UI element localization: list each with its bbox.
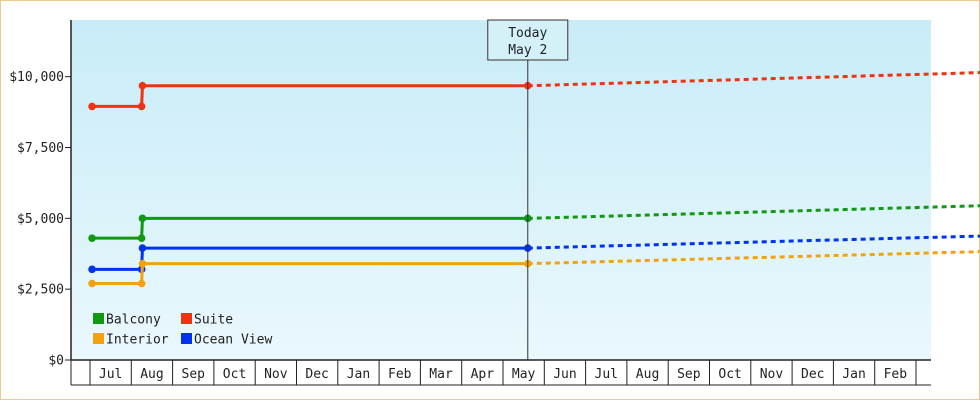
legend-swatch-balcony: [93, 313, 104, 324]
x-tick-label: Aug: [140, 367, 163, 382]
series-line-suite: [92, 84, 528, 108]
x-tick-label: Oct: [223, 367, 246, 382]
x-tick-label: Jan: [347, 367, 370, 382]
series-line-balcony: [92, 216, 528, 240]
x-tick-label: Aug: [636, 367, 659, 382]
data-point-suite: [137, 102, 146, 111]
x-tick-label: Dec: [801, 367, 824, 382]
series-forecast-suite: [527, 71, 980, 88]
legend-label-ocean-view: Ocean View: [194, 333, 272, 348]
x-tick-label: Nov: [264, 367, 288, 382]
x-tick-label: Jan: [842, 367, 865, 382]
x-tick-label: Sep: [677, 367, 701, 382]
y-tick-label: $5,000: [17, 212, 64, 227]
x-tick-label: Feb: [388, 367, 412, 382]
x-tick-label: Jun: [553, 367, 576, 382]
today-date: May 2: [508, 43, 547, 58]
data-point-interior: [138, 259, 147, 268]
legend-swatch-suite: [181, 313, 192, 324]
y-tick-label: $7,500: [17, 141, 64, 156]
today-label: Today: [508, 26, 547, 41]
data-point-interior: [137, 279, 146, 288]
data-point-balcony: [138, 214, 147, 223]
x-tick-label: Jul: [99, 367, 122, 382]
data-point-balcony: [88, 234, 96, 242]
data-point-suite: [88, 102, 96, 111]
y-tick-label: $10,000: [9, 70, 64, 85]
x-tick-label: Dec: [305, 367, 328, 382]
x-tick-label: Nov: [760, 367, 784, 382]
legend-swatch-interior: [93, 333, 104, 344]
data-point-interior: [88, 279, 96, 288]
x-tick-label: Oct: [718, 367, 741, 382]
data-point-ocean-view: [138, 244, 147, 252]
series-forecast-interior: [527, 250, 980, 266]
legend-label-balcony: Balcony: [106, 313, 161, 328]
legend-label-suite: Suite: [194, 313, 233, 328]
legend-swatch-ocean-view: [181, 333, 192, 344]
x-tick-label: May: [512, 367, 536, 382]
series-forecast-ocean-view: [527, 234, 980, 250]
x-tick-label: Jul: [595, 367, 618, 382]
x-tick-label: Feb: [884, 367, 908, 382]
plot-background: [71, 20, 931, 360]
y-tick-label: $0: [48, 354, 64, 369]
x-tick-label: Apr: [471, 367, 495, 382]
x-tick-label: Sep: [182, 367, 206, 382]
series-forecast-balcony: [527, 204, 980, 220]
today-box: [487, 19, 569, 61]
data-point-suite: [138, 81, 147, 90]
data-point-balcony: [137, 234, 146, 242]
legend-label-interior: Interior: [106, 333, 169, 348]
series-line-ocean-view: [92, 246, 528, 271]
series-line-interior: [92, 262, 528, 285]
x-tick-label: Mar: [429, 367, 453, 382]
data-point-ocean-view: [88, 265, 96, 274]
y-tick-label: $2,500: [17, 283, 64, 298]
